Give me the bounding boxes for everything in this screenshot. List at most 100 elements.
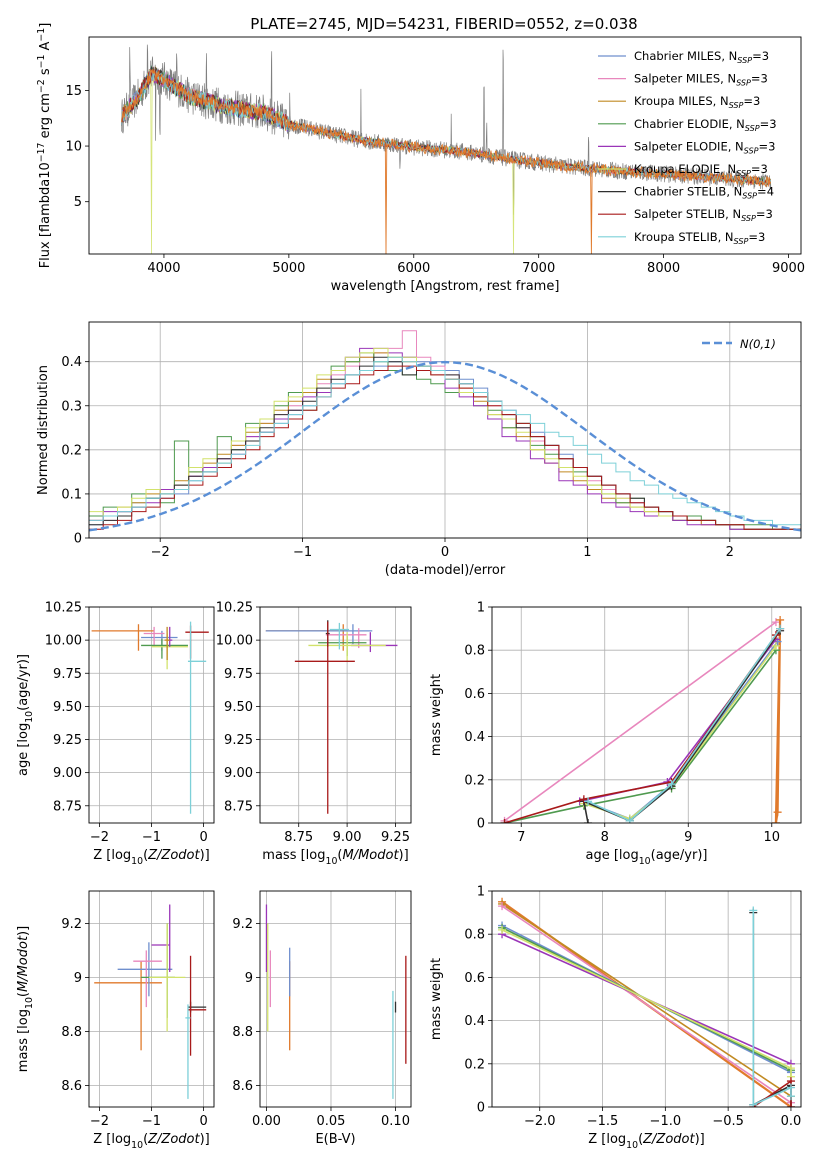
weight-marker [773,808,782,817]
axes-frame [259,890,412,1108]
x-axis-label: age [log10(age/yr)] [585,848,707,867]
y-tick-label: 8.75 [224,799,253,814]
errorbar-point [294,621,355,814]
weight-line [774,619,782,823]
y-axis-label: mass weight [429,674,444,756]
weight-line [504,649,777,823]
x-tick-label: 7000 [522,261,555,276]
x-axis-label: E(B-V) [315,1132,355,1147]
x-axis-label: Z [log10(Z/Zodot)] [93,1132,210,1151]
y-tick-label: 9.75 [224,667,253,682]
y-axis-label: age [log10(age/yr)] [16,654,35,776]
errorbar-point [148,923,186,1032]
y-tick-label: 9 [74,971,82,986]
legend-series-name: Chabrier ELODIE [634,117,729,131]
y-tick-label: 8.6 [61,1079,82,1094]
weight-marker [786,1083,795,1092]
x-tick-label: −1 [293,545,312,560]
weight-marker [579,795,588,804]
x-tick-label: 8000 [647,261,680,276]
chart-spectrum: 4000 5000 6000 7000 8000 9000 5 10 15 wavelength … [36,23,805,294]
x-axis-label: (data-model)/error [385,563,506,578]
weight-marker [584,819,593,823]
y-tick-label: 10.00 [45,634,82,649]
axes-frame [88,321,802,539]
weight-marker [771,618,780,627]
y-tick-label: 15 [65,84,82,99]
x-tick-label: −0.5 [712,1114,744,1129]
axes-frame [88,890,215,1108]
legend-nssp-value: 4 [767,185,774,199]
errorbar-point [141,638,188,659]
y-tick-label: 0.8 [464,644,485,659]
weight-marker [776,624,785,633]
y-axis-label: mass weight [429,958,444,1040]
y-tick-label: 1 [477,601,485,616]
y-tick-label: 0.1 [61,487,82,502]
x-tick-label: 0 [441,545,449,560]
x-tick-label: 0.05 [317,1114,346,1129]
y-tick-label: 0.4 [464,730,485,745]
errorbar-point [329,622,350,650]
plot-area [265,904,407,1099]
weight-marker [771,641,780,650]
chart-mass-vs-ebv: 0.00 0.05 0.10 8.6 8.8 9 9.2 E(B-V) [232,890,412,1147]
x-tick-label: −2.0 [524,1114,556,1129]
spectrum-model-line [121,68,771,254]
chart-weight-vs-z: −2.0 −1.5 −1.0 −0.5 0.0 0 0.2 0.4 0.6 0.8 1 Z [log1… [429,885,802,1151]
y-tick-label: 1 [477,885,485,900]
legend-nssp-value: 3 [761,162,768,176]
x-tick-label: 7 [517,830,525,845]
errorbar-point [91,624,155,651]
legend-nssp-value: 3 [769,117,776,131]
x-tick-label: 10 [763,830,780,845]
y-tick-label: 0.8 [464,928,485,943]
y-tick-label: 0.4 [61,355,82,370]
legend-series-name: Chabrier STELIB [634,185,726,199]
chart-residuals: −2 −1 0 1 2 0 0.1 0.2 0.3 0.4 (data-model)/error No… [36,321,802,578]
x-tick-label: −2 [151,545,170,560]
y-axis-label: Normed distribution [36,365,51,495]
legend-label: N(0,1) [740,337,776,351]
y-tick-label: 9.2 [61,917,82,932]
errorbar-point [117,942,173,997]
y-tick-label: 9.25 [53,733,82,748]
legend-label: Kroupa ELODIE, NSSP=3 [634,162,768,178]
x-tick-label: 9.25 [381,830,410,845]
x-axis-label: wavelength [Angstrom, rest frame] [331,279,560,294]
weight-marker [749,906,758,915]
y-tick-label: 10.25 [216,601,253,616]
x-tick-label: 0.00 [252,1114,281,1129]
y-tick-label: 5 [74,195,82,210]
weight-marker [498,925,507,934]
y-tick-label: 9.2 [232,917,253,932]
errorbar-point [143,626,165,647]
plot-area [94,904,207,1099]
errorbar-point [187,955,207,1056]
chart-mass-vs-z: −2 −1 0 8.6 8.8 9 9.2 Z [log10(Z/Zodot)] mass [l… [16,890,215,1151]
x-tick-label: 8.75 [284,830,313,845]
weight-marker [786,1064,795,1073]
legend-series-name: Salpeter STELIB [634,207,725,221]
x-tick-label: −1.5 [587,1114,619,1129]
plot-area [500,615,785,823]
y-tick-label: 0.3 [61,399,82,414]
legend-label: Chabrier MILES, NSSP=3 [634,49,769,65]
y-tick-label: 0 [74,532,82,547]
weight-marker [749,1100,758,1107]
x-tick-label: 9000 [772,261,805,276]
legend-series-name: Salpeter ELODIE [634,139,728,153]
x-tick-label: 0.0 [781,1114,802,1129]
legend-series-name: Chabrier MILES [634,49,721,63]
y-tick-label: 0.2 [464,773,485,788]
y-tick-label: 0.6 [464,971,485,986]
legend-series-name: Kroupa STELIB [634,230,718,244]
y-axis-label: Flux [flambda10−17 erg cm−2 s−1 A−1] [36,23,53,269]
legend: Chabrier MILES, NSSP=3 Salpeter MILES, NS… [598,49,777,246]
x-axis-label: Z [log10(Z/Zodot)] [588,1132,705,1151]
x-tick-label: −1 [142,1114,161,1129]
legend-label: Salpeter ELODIE, NSSP=3 [634,139,775,155]
y-tick-label: 0 [477,817,485,832]
legend-label: Salpeter MILES, NSSP=3 [634,72,768,88]
